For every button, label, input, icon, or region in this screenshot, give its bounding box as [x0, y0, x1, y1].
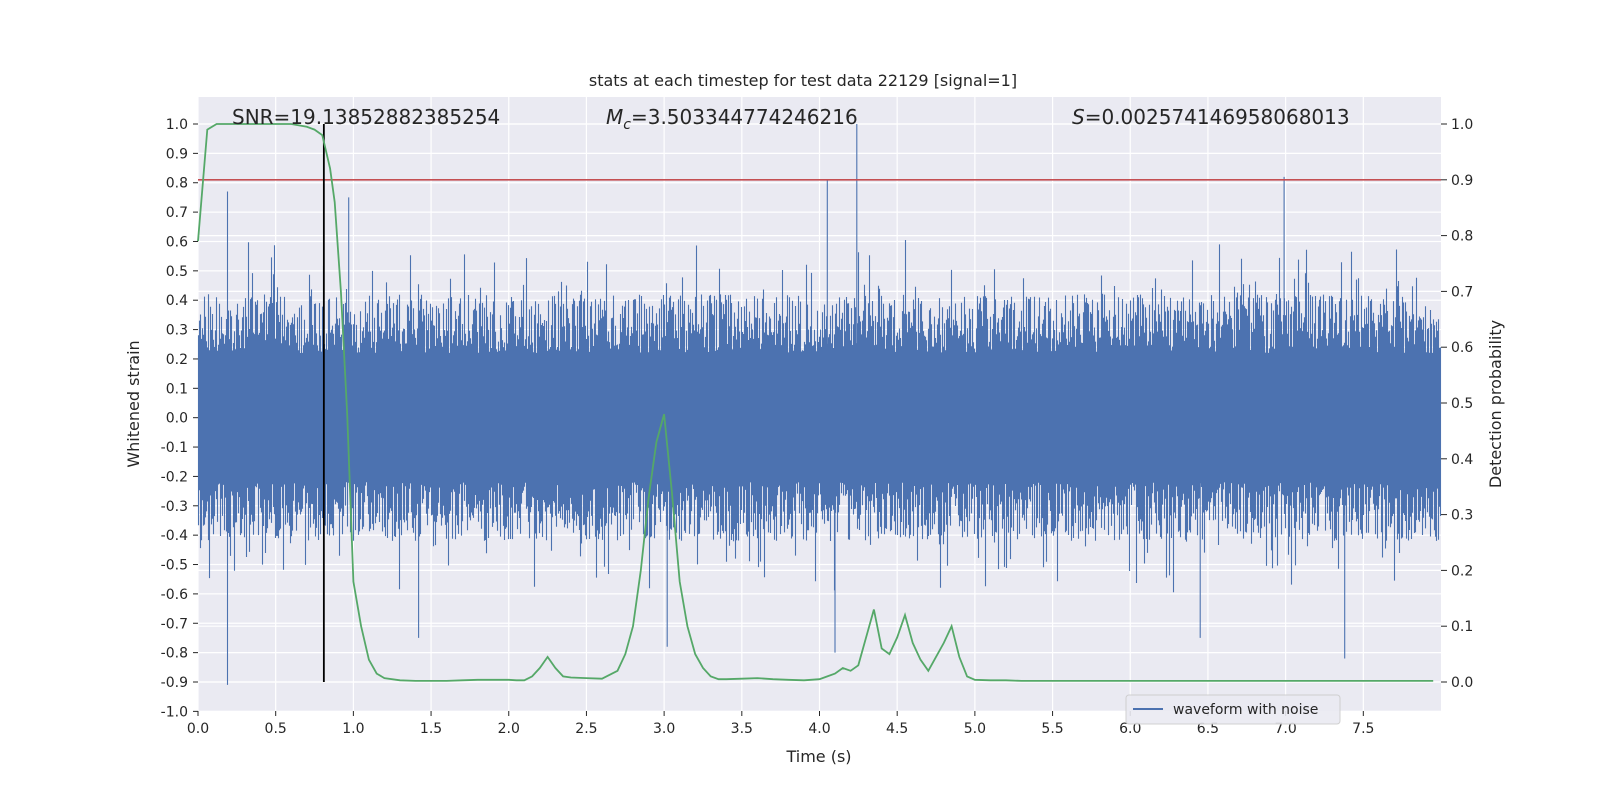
left-y-tick-label: -0.5	[161, 558, 188, 574]
chirp-mass-annotation: Mc=3.503344774246216	[606, 105, 858, 133]
right-y-tick-label: 0.1	[1451, 619, 1473, 635]
right-y-tick-label: 0.5	[1451, 396, 1473, 412]
x-tick-label: 6.5	[1197, 721, 1219, 737]
right-y-tick-label: 0.8	[1451, 229, 1473, 245]
right-y-tick-label: 0.0	[1451, 675, 1473, 691]
left-y-tick-label: -1.0	[161, 704, 188, 720]
right-y-tick-label: 0.3	[1451, 508, 1473, 524]
x-tick-label: 2.0	[498, 721, 520, 737]
x-tick-label: 4.5	[886, 721, 908, 737]
right-y-tick-label: 0.2	[1451, 563, 1473, 579]
right-y-tick-label: 1.0	[1451, 117, 1473, 133]
left-y-tick-label: -0.4	[161, 528, 188, 544]
left-y-tick-label: -0.8	[161, 646, 188, 662]
chirp-mass-value: =3.503344774246216	[631, 105, 858, 129]
x-tick-label: 1.0	[342, 721, 364, 737]
chirp-mass-subscript: c	[623, 117, 631, 133]
left-y-tick-label: -0.2	[161, 469, 188, 485]
left-y-tick-label: -0.6	[161, 587, 188, 603]
x-tick-label: 5.0	[964, 721, 986, 737]
s-value: =0.002574146958068013	[1085, 105, 1350, 129]
x-tick-label: 2.5	[575, 721, 597, 737]
left-y-tick-label: 0.2	[166, 352, 188, 368]
left-y-tick-label: 0.0	[166, 411, 188, 427]
left-y-axis-label: Whitened strain	[124, 340, 143, 467]
x-tick-label: 3.5	[731, 721, 753, 737]
x-tick-label: 7.5	[1352, 721, 1374, 737]
chirp-mass-symbol: M	[606, 105, 623, 129]
x-tick-label: 0.5	[265, 721, 287, 737]
right-y-tick-label: 0.7	[1451, 284, 1473, 300]
chart-title: stats at each timestep for test data 221…	[589, 71, 1017, 90]
x-tick-label: 0.0	[187, 721, 209, 737]
right-y-axis-ticks: 0.0 0.1 0.2 0.3 0.4 0.5 0.6 0.7 0.8 0.9 1.0	[1441, 117, 1473, 691]
s-symbol: S	[1072, 105, 1085, 129]
x-axis-ticks: 0.0 0.5 1.0 1.5 2.0 2.5 3.0 3.5 4.0 4.5 5.0 5.5 6.0 6…	[187, 711, 1374, 737]
right-y-tick-label: 0.4	[1451, 452, 1473, 468]
left-y-tick-label: -0.1	[161, 440, 188, 456]
left-y-tick-label: 0.9	[166, 146, 188, 162]
x-tick-label: 1.5	[420, 721, 442, 737]
right-y-tick-label: 0.9	[1451, 173, 1473, 189]
left-y-tick-label: -0.3	[161, 499, 188, 515]
left-y-tick-label: -0.7	[161, 616, 188, 632]
right-y-axis-label: Detection probability	[1486, 320, 1505, 488]
detection-probability-line	[197, 123, 1434, 682]
left-y-tick-label: 0.4	[166, 293, 188, 309]
legend: waveform with noise	[1125, 694, 1341, 725]
x-tick-label: 7.0	[1274, 721, 1296, 737]
waveform-with-noise-series	[197, 124, 1442, 685]
left-y-tick-label: 1.0	[166, 117, 188, 133]
left-y-tick-label: 0.7	[166, 205, 188, 221]
waveform-trace	[197, 124, 1442, 685]
s-annotation: S=0.002574146958068013	[1072, 105, 1350, 129]
right-y-tick-label: 0.6	[1451, 340, 1473, 356]
legend-label-waveform: waveform with noise	[1173, 702, 1318, 718]
x-tick-label: 4.0	[808, 721, 830, 737]
left-y-axis-ticks: -1.0 -0.9 -0.8 -0.7 -0.6 -0.5 -0.4 -0.3 -0.2 -0.1…	[161, 117, 198, 720]
x-tick-label: 5.5	[1041, 721, 1063, 737]
x-tick-label: 6.0	[1119, 721, 1141, 737]
snr-annotation: SNR=19.13852882385254	[232, 105, 500, 129]
left-y-tick-label: 0.8	[166, 176, 188, 192]
left-y-tick-label: 0.3	[166, 323, 188, 339]
x-tick-label: 3.0	[653, 721, 675, 737]
x-axis-label: Time (s)	[785, 747, 851, 766]
left-y-tick-label: 0.1	[166, 381, 188, 397]
left-y-tick-label: -0.9	[161, 675, 188, 691]
left-y-tick-label: 0.5	[166, 264, 188, 280]
legend-frame	[1125, 694, 1341, 725]
left-y-tick-label: 0.6	[166, 234, 188, 250]
